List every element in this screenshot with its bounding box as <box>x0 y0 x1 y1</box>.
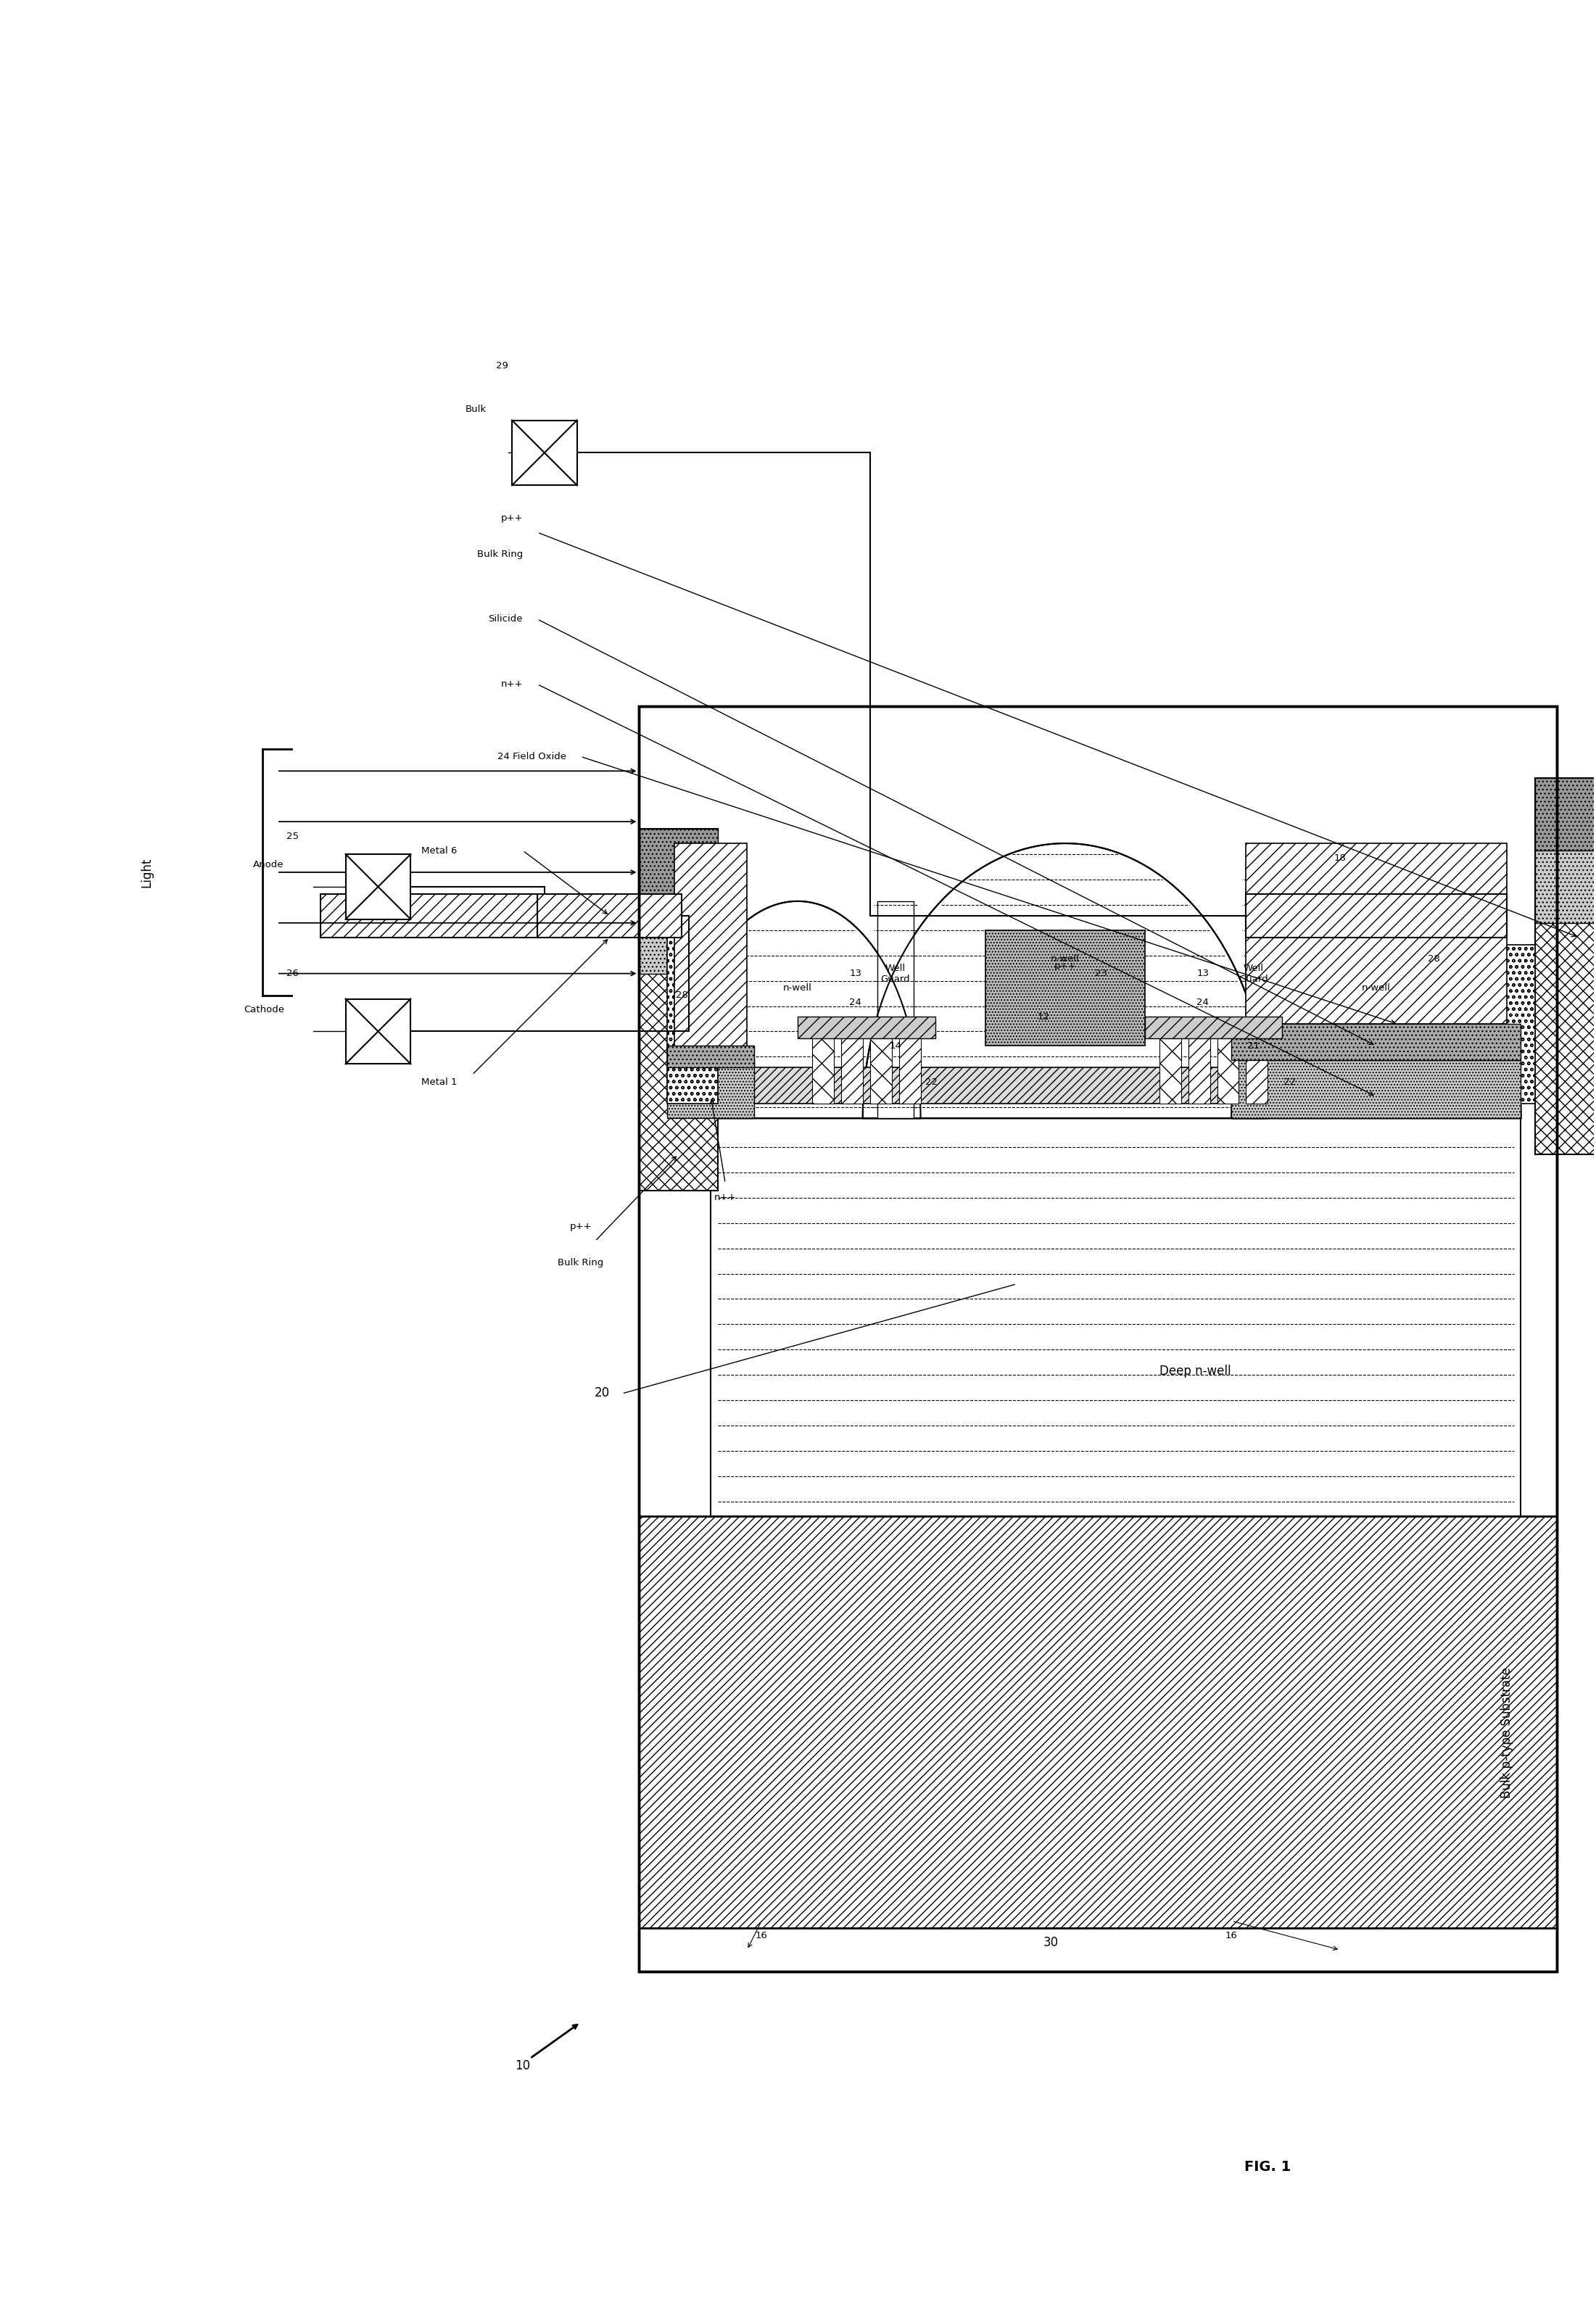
Text: n-well: n-well <box>1361 984 1390 994</box>
Text: Bulk Ring: Bulk Ring <box>557 1258 603 1267</box>
Text: Well
Guard: Well Guard <box>881 964 910 984</box>
Text: n-well: n-well <box>1050 954 1080 964</box>
Text: p++: p++ <box>1055 961 1076 971</box>
Bar <box>798 1017 935 1040</box>
Bar <box>321 895 538 938</box>
Text: n++: n++ <box>715 1194 736 1203</box>
Bar <box>538 895 681 938</box>
Bar <box>638 1927 1558 1971</box>
Text: 30: 30 <box>1044 1937 1058 1948</box>
Text: Bulk: Bulk <box>466 405 487 414</box>
Bar <box>812 1017 833 1104</box>
Bar <box>1535 777 1596 851</box>
Text: Cathode: Cathode <box>244 1005 284 1014</box>
Text: Light: Light <box>140 858 153 888</box>
Bar <box>675 844 747 1060</box>
Text: 28: 28 <box>675 991 688 1001</box>
Text: 20: 20 <box>595 1387 610 1398</box>
Bar <box>1144 1017 1282 1040</box>
Bar <box>1246 895 1507 938</box>
Bar <box>512 421 578 485</box>
Text: n++: n++ <box>501 678 523 690</box>
Bar <box>1535 851 1596 922</box>
Bar <box>346 853 410 920</box>
Text: 10: 10 <box>516 2058 530 2072</box>
Text: 28: 28 <box>1428 954 1440 964</box>
Text: 13: 13 <box>849 968 862 978</box>
Text: 16: 16 <box>1226 1930 1238 1941</box>
Bar <box>638 902 718 973</box>
Text: 24: 24 <box>849 998 862 1007</box>
Text: Metal 6: Metal 6 <box>421 846 458 856</box>
Bar <box>638 828 718 1191</box>
Bar <box>1261 945 1535 1104</box>
Bar <box>870 1017 892 1104</box>
Bar <box>1246 1017 1267 1104</box>
Text: 16: 16 <box>755 1930 768 1941</box>
Text: 13: 13 <box>1197 968 1208 978</box>
Bar <box>986 929 1144 1046</box>
Text: 21: 21 <box>1246 1042 1259 1051</box>
Text: Well
Guard: Well Guard <box>1238 964 1269 984</box>
Text: Silicide: Silicide <box>488 614 523 623</box>
Text: p++: p++ <box>570 1221 592 1231</box>
Text: p++: p++ <box>501 513 523 522</box>
Text: 25: 25 <box>286 830 298 842</box>
Bar <box>710 1118 1521 1516</box>
Text: 26: 26 <box>286 968 298 978</box>
Text: 24: 24 <box>1197 998 1208 1007</box>
Polygon shape <box>1232 888 1521 1118</box>
Bar <box>638 1516 1558 1971</box>
Text: 24 Field Oxide: 24 Field Oxide <box>498 752 567 761</box>
Text: 23: 23 <box>1095 968 1108 978</box>
Bar <box>1535 777 1596 1155</box>
Text: Bulk Ring: Bulk Ring <box>477 550 523 559</box>
Bar <box>841 1017 863 1104</box>
Bar <box>899 1017 921 1104</box>
Bar <box>1232 1060 1521 1118</box>
Polygon shape <box>675 902 921 1118</box>
Bar <box>1246 844 1507 1024</box>
Text: Deep n-well: Deep n-well <box>1160 1364 1231 1378</box>
Bar <box>704 1067 1513 1104</box>
Bar <box>346 998 410 1065</box>
Bar <box>1232 1024 1521 1060</box>
Bar <box>638 706 1558 1971</box>
Bar <box>667 1060 755 1118</box>
Text: 12: 12 <box>1037 1012 1050 1021</box>
Polygon shape <box>863 844 1267 1118</box>
Text: 22: 22 <box>926 1076 937 1086</box>
Bar <box>1187 1017 1210 1104</box>
Text: 29: 29 <box>496 361 508 370</box>
Text: Anode: Anode <box>254 860 284 869</box>
Text: FIG. 1: FIG. 1 <box>1245 2160 1291 2174</box>
Text: n-well: n-well <box>784 984 812 994</box>
Text: Bulk p-type Substrate: Bulk p-type Substrate <box>1500 1668 1513 1799</box>
Bar <box>1159 1017 1181 1104</box>
Bar <box>1218 1017 1238 1104</box>
Text: Metal 1: Metal 1 <box>421 1076 458 1086</box>
Text: 22: 22 <box>1283 1076 1296 1086</box>
Bar <box>638 828 718 902</box>
Bar <box>638 706 1558 1971</box>
Text: 18: 18 <box>1334 853 1347 862</box>
Bar <box>1246 865 1261 1118</box>
Bar <box>667 1046 755 1067</box>
Bar <box>667 922 718 1104</box>
Text: 14: 14 <box>889 1042 902 1051</box>
Bar <box>878 902 913 1118</box>
